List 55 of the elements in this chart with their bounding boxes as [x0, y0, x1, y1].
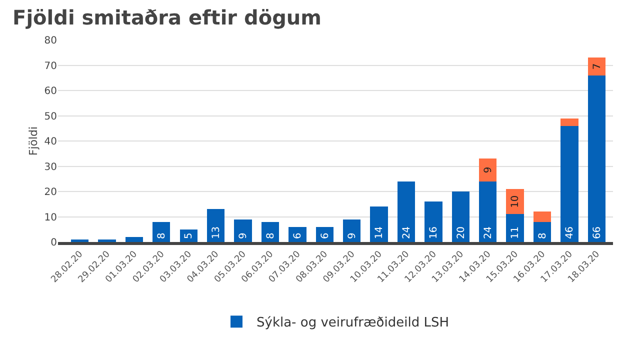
data-label: 46	[564, 226, 576, 239]
data-label: 13	[210, 226, 222, 239]
y-tick-label: 50	[44, 111, 57, 122]
bar	[506, 188, 524, 214]
data-label: 9	[346, 232, 358, 239]
bar	[288, 226, 306, 242]
y-tick-label: 10	[44, 212, 57, 224]
chart-title: Fjöldi smitaðra eftir dögum	[12, 5, 322, 30]
data-label: 8	[156, 232, 168, 240]
bar	[533, 222, 552, 242]
data-label: 14	[374, 226, 386, 239]
data-label: 7	[592, 63, 603, 70]
y-axis-title: Fjöldi	[26, 126, 40, 156]
bar	[479, 158, 497, 182]
data-label: 6	[320, 232, 331, 240]
data-label: 16	[428, 226, 440, 239]
bar	[506, 214, 524, 242]
bar	[206, 209, 225, 242]
data-label: 11	[510, 226, 522, 239]
y-tick-label: 80	[44, 36, 57, 46]
data-label: 24	[482, 226, 494, 239]
y-tick-label: 20	[44, 187, 57, 198]
data-label: 5	[184, 232, 195, 240]
data-label: 8	[537, 232, 548, 239]
bar	[479, 181, 497, 242]
data-label: 9	[238, 232, 250, 240]
bar	[70, 239, 89, 242]
data-label: 66	[592, 226, 603, 239]
bar	[152, 222, 170, 242]
bar	[397, 181, 416, 242]
y-tick-label: 70	[44, 60, 57, 72]
bar	[370, 206, 388, 242]
bar	[560, 118, 578, 126]
y-tick-label: 30	[44, 162, 57, 173]
data-label: 8	[265, 232, 276, 239]
data-label: 10	[510, 195, 522, 208]
data-label: 6	[292, 232, 304, 240]
legend-label: Sýkla- og veirufræðideild LSH	[256, 316, 449, 331]
bar	[98, 239, 116, 242]
data-label: 9	[482, 166, 494, 174]
bar	[560, 126, 578, 242]
bar	[452, 192, 470, 242]
data-label: 20	[456, 226, 467, 239]
bar	[424, 202, 442, 242]
bar	[261, 222, 280, 242]
bar	[234, 219, 252, 242]
y-tick-label: 0	[50, 238, 57, 248]
y-tick-label: 40	[44, 136, 57, 148]
bar	[125, 236, 144, 242]
y-tick-label: 60	[44, 86, 57, 97]
data-label: 24	[401, 226, 412, 239]
bar	[342, 219, 361, 242]
bar	[588, 58, 606, 76]
bar	[588, 75, 606, 242]
bar	[533, 212, 552, 222]
